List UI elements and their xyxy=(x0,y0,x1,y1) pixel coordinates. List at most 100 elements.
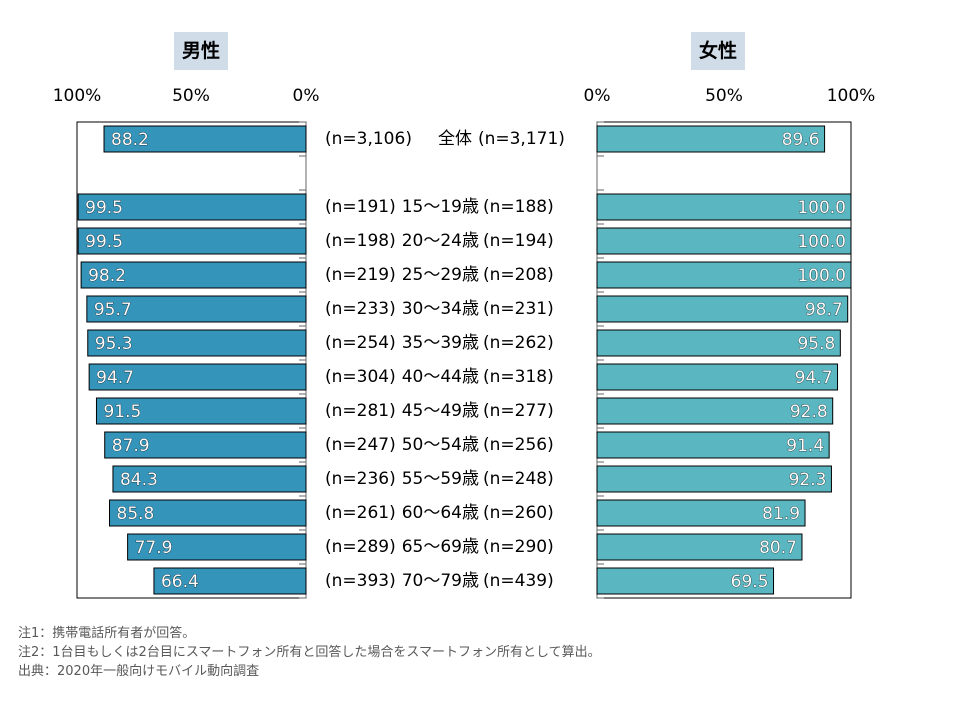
male-bar xyxy=(109,499,307,527)
female-bar xyxy=(596,261,852,289)
male-n-label: (n=219) xyxy=(325,265,396,285)
female-value-label: 89.6 xyxy=(782,130,820,150)
male-n-label: (n=304) xyxy=(325,367,396,387)
category-label-row: (n=254) 35～39歳 (n=262) xyxy=(325,333,554,353)
female-bar xyxy=(596,193,852,221)
male-tick-50: 50% xyxy=(172,86,210,106)
female-tick-100: 100% xyxy=(826,86,876,106)
female-n-label: (n=194) xyxy=(483,231,554,251)
female-bar xyxy=(596,499,806,527)
male-value-label: 88.2 xyxy=(111,130,149,150)
age-group-label: 25～29歳 xyxy=(401,265,479,285)
female-n-label: (n=256) xyxy=(483,435,554,455)
male-value-label: 95.7 xyxy=(94,300,132,320)
male-value-label: 99.5 xyxy=(85,198,123,218)
note-2: 注2：1台目もしくは2台目にスマートフォン所有と回答した場合をスマートフォン所有… xyxy=(18,645,601,660)
female-n-label: (n=248) xyxy=(483,469,554,489)
female-panel-title: 女性 xyxy=(691,32,745,70)
male-n-label: (n=393) xyxy=(325,571,396,591)
female-value-label: 69.5 xyxy=(731,572,769,592)
male-tick-0: 0% xyxy=(292,86,320,106)
female-n-label: (n=260) xyxy=(483,503,554,523)
age-group-label: 45～49歳 xyxy=(401,401,479,421)
female-bar xyxy=(596,329,841,357)
male-n-label: (n=254) xyxy=(325,333,396,353)
category-label-row: (n=261) 60～64歳 (n=260) xyxy=(325,503,554,523)
age-group-label: 全体 xyxy=(437,129,472,149)
age-group-label: 50～54歳 xyxy=(401,435,479,455)
male-n-label: (n=236) xyxy=(325,469,396,489)
male-bar xyxy=(88,363,307,391)
male-panel-title: 男性 xyxy=(174,32,228,70)
male-n-label: (n=3,106) xyxy=(325,129,412,149)
age-group-label: 15～19歳 xyxy=(401,197,479,217)
female-value-label: 98.7 xyxy=(805,300,843,320)
male-bar xyxy=(112,465,307,493)
male-bar xyxy=(80,261,307,289)
female-bar xyxy=(596,533,803,561)
category-label-row: (n=289) 65～69歳 (n=290) xyxy=(325,537,554,557)
female-n-label: (n=290) xyxy=(483,537,554,557)
female-value-label: 92.3 xyxy=(789,470,827,490)
male-bar xyxy=(153,567,307,595)
male-value-label: 85.8 xyxy=(117,504,155,524)
category-label-row: (n=304) 40～44歳 (n=318) xyxy=(325,367,554,387)
category-label-row: (n=236) 55～59歳 (n=248) xyxy=(325,469,554,489)
age-group-label: 70～79歳 xyxy=(401,571,479,591)
female-value-label: 100.0 xyxy=(797,232,846,252)
male-n-label: (n=261) xyxy=(325,503,396,523)
note-1: 注1：携帯電話所有者が回答。 xyxy=(18,626,196,641)
female-bar xyxy=(596,125,826,153)
female-n-label: (n=277) xyxy=(483,401,554,421)
female-n-label: (n=318) xyxy=(483,367,554,387)
male-value-label: 95.3 xyxy=(95,334,133,354)
male-value-label: 98.2 xyxy=(88,266,126,286)
age-group-label: 35～39歳 xyxy=(401,333,479,353)
male-bar xyxy=(86,295,307,323)
female-value-label: 91.4 xyxy=(786,436,824,456)
age-group-label: 55～59歳 xyxy=(401,469,479,489)
source-note: 出典：2020年一般向けモバイル動向調査 xyxy=(18,664,260,679)
age-group-label: 60～64歳 xyxy=(401,503,479,523)
female-value-label: 80.7 xyxy=(759,538,797,558)
age-group-label: 40～44歳 xyxy=(401,367,479,387)
category-label-row: (n=393) 70～79歳 (n=439) xyxy=(325,571,554,591)
age-group-label: 30～34歳 xyxy=(401,299,479,319)
male-n-label: (n=247) xyxy=(325,435,396,455)
category-label-row: (n=3,106) 全体 (n=3,171) xyxy=(325,129,565,149)
male-bar xyxy=(127,533,307,561)
male-bar xyxy=(77,193,307,221)
male-n-label: (n=289) xyxy=(325,537,396,557)
male-value-label: 66.4 xyxy=(161,572,199,592)
male-n-label: (n=191) xyxy=(325,197,396,217)
female-n-label: (n=208) xyxy=(483,265,554,285)
male-plot-area xyxy=(76,121,307,599)
age-group-label: 20～24歳 xyxy=(401,231,479,251)
male-tick-100: 100% xyxy=(52,86,102,106)
female-bar xyxy=(596,567,775,595)
category-label-row: (n=247) 50～54歳 (n=256) xyxy=(325,435,554,455)
male-n-label: (n=198) xyxy=(325,231,396,251)
male-value-label: 94.7 xyxy=(96,368,134,388)
female-bar xyxy=(596,397,834,425)
female-bar xyxy=(596,465,832,493)
male-value-label: 87.9 xyxy=(112,436,150,456)
female-value-label: 95.8 xyxy=(797,334,835,354)
female-value-label: 100.0 xyxy=(797,266,846,286)
category-label-row: (n=191) 15～19歳 (n=188) xyxy=(325,197,554,217)
male-bar xyxy=(103,125,307,153)
male-bar xyxy=(95,397,307,425)
female-plot-area xyxy=(596,121,852,599)
female-n-label: (n=262) xyxy=(483,333,554,353)
category-label-row: (n=281) 45～49歳 (n=277) xyxy=(325,401,554,421)
female-n-label: (n=439) xyxy=(483,571,554,591)
female-n-label: (n=231) xyxy=(483,299,554,319)
male-bar xyxy=(87,329,307,357)
age-group-label: 65～69歳 xyxy=(401,537,479,557)
category-label-row: (n=219) 25～29歳 (n=208) xyxy=(325,265,554,285)
male-n-label: (n=233) xyxy=(325,299,396,319)
male-value-label: 99.5 xyxy=(85,232,123,252)
female-value-label: 100.0 xyxy=(797,198,846,218)
male-bar xyxy=(77,227,307,255)
